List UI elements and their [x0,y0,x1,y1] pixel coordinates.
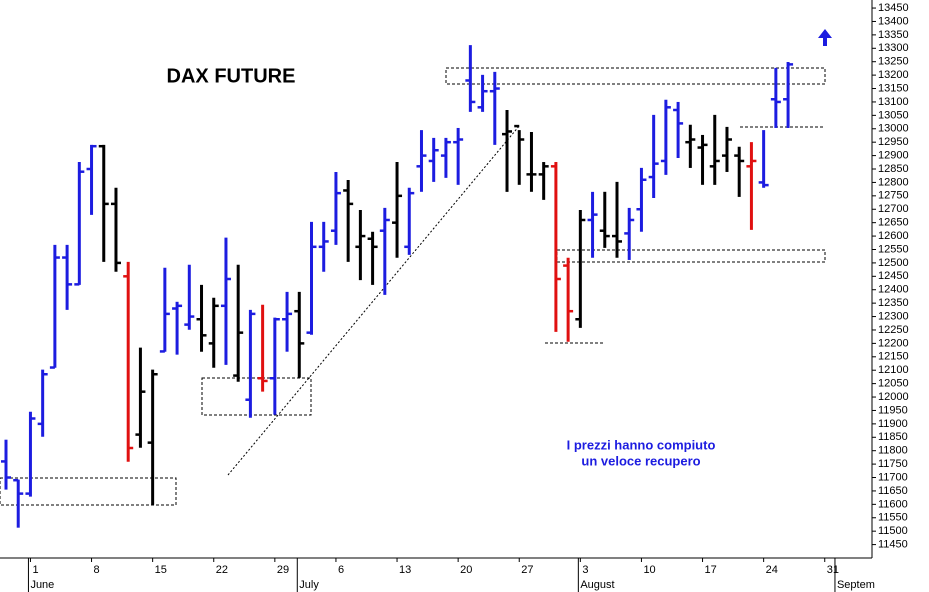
y-tick-label: 12450 [878,270,909,282]
support-box [201,377,312,416]
y-tick-label: 12100 [878,364,909,376]
resistance-box [445,67,826,85]
y-tick-label: 12500 [878,257,909,269]
y-tick-label: 12800 [878,176,909,188]
y-tick-label: 12000 [878,391,909,403]
x-tick-label: 27 [521,564,533,576]
y-tick-label: 13350 [878,29,909,41]
y-tick-label: 12900 [878,150,909,162]
x-tick-label: 17 [705,564,717,576]
y-tick-label: 11850 [878,431,908,443]
y-tick-label: 11550 [878,512,908,524]
up-arrow [818,29,832,46]
x-tick-label: 20 [460,564,472,576]
y-tick-label: 13250 [878,56,909,68]
month-label: Septem [837,579,875,591]
y-tick-label: 12600 [878,230,909,242]
y-tick-label: 12050 [878,378,909,390]
x-tick-label: 6 [338,564,344,576]
x-tick-label: 8 [94,564,100,576]
x-tick-label: 10 [643,564,655,576]
y-tick-label: 12200 [878,337,909,349]
support-box [0,477,177,506]
y-tick-label: 13000 [878,123,909,135]
y-tick-label: 11800 [878,445,908,457]
y-tick-label: 11450 [878,538,908,550]
y-tick-label: 13300 [878,42,909,54]
y-tick-label: 11750 [878,458,908,470]
y-tick-label: 13200 [878,69,909,81]
y-tick-label: 12650 [878,217,909,229]
month-label: July [299,579,319,591]
y-tick-label: 12400 [878,284,909,296]
y-tick-label: 13050 [878,109,909,121]
x-tick-label: 13 [399,564,411,576]
y-tick-label: 12950 [878,136,909,148]
x-tick-label: 29 [277,564,289,576]
x-tick-label: 31 [827,564,839,576]
annotation: I prezzi hanno compiuto [567,437,716,452]
y-tick-label: 13150 [878,82,909,94]
x-tick-label: 15 [155,564,167,576]
y-tick-label: 12700 [878,203,909,215]
y-tick-label: 12850 [878,163,909,175]
y-tick-label: 11950 [878,404,908,416]
arrow-head [818,29,832,38]
y-tick-label: 12550 [878,243,909,255]
y-tick-label: 12750 [878,190,909,202]
y-tick-label: 11900 [878,418,908,430]
highlight-boxes [0,67,826,506]
month-label: June [30,579,54,591]
y-tick-label: 12300 [878,310,909,322]
chart-title: DAX FUTURE [167,65,296,87]
x-tick-label: 1 [32,564,38,576]
annotation: un veloce recupero [581,453,700,468]
y-tick-label: 13100 [878,96,909,108]
y-tick-label: 12250 [878,324,909,336]
y-tick-label: 11500 [878,525,908,537]
month-label: August [580,579,614,591]
y-tick-label: 12150 [878,351,909,363]
y-tick-label: 11700 [878,471,908,483]
y-tick-label: 13400 [878,15,909,27]
x-tick-label: 22 [216,564,228,576]
y-tick-label: 11650 [878,485,908,497]
y-tick-label: 13450 [878,2,909,14]
x-tick-label: 3 [582,564,588,576]
y-tick-label: 12350 [878,297,909,309]
x-tick-label: 24 [766,564,778,576]
y-tick-label: 11600 [878,498,908,510]
